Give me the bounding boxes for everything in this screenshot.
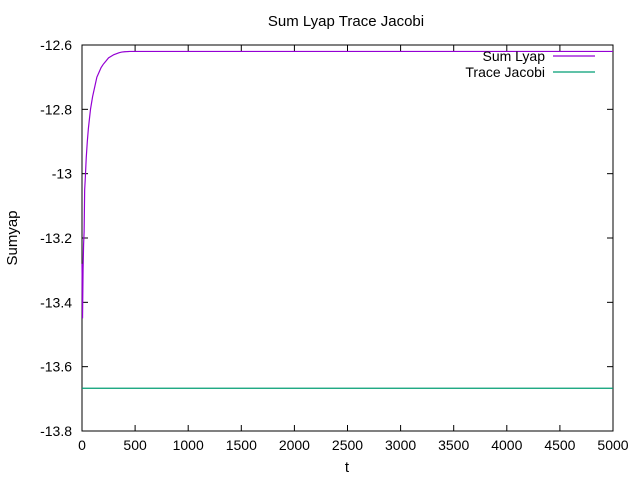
x-axis: 0 500 1000 1500 2000 2500 3000 3500 4000 4500 5000 — [78, 45, 629, 453]
y-tick-label: -12.6 — [40, 37, 72, 53]
x-tick-label: 4000 — [491, 437, 522, 453]
y-axis: -12.6 -12.8 -13 -13.2 -13.4 -13.6 -13.8 — [40, 37, 613, 439]
x-tick-label: 0 — [78, 437, 86, 453]
y-tick-label: -13.4 — [40, 294, 72, 310]
y-tick-label: -13.2 — [40, 230, 72, 246]
y-tick-label: -13 — [52, 166, 72, 182]
plot-frame — [81, 44, 614, 432]
x-tick-label: 4500 — [544, 437, 575, 453]
x-tick-label: 500 — [123, 437, 147, 453]
legend-label: Sum Lyap — [482, 48, 545, 64]
y-axis-label: Sumyap — [4, 210, 21, 265]
x-axis-label: t — [345, 459, 350, 476]
x-tick-label: 2500 — [332, 437, 363, 453]
series-layer — [81, 50, 613, 389]
x-tick-label: 1000 — [173, 437, 204, 453]
x-tick-label: 2000 — [279, 437, 310, 453]
legend-label: Trace Jacobi — [465, 64, 545, 80]
x-tick-label: 5000 — [597, 437, 628, 453]
chart-title: Sum Lyap Trace Jacobi — [268, 13, 424, 30]
series-line-1 — [81, 50, 613, 319]
x-tick-label: 1500 — [226, 437, 257, 453]
x-tick-label: 3500 — [438, 437, 469, 453]
y-tick-label: -13.8 — [40, 423, 72, 439]
y-tick-label: -12.8 — [40, 101, 72, 117]
x-tick-label: 3000 — [385, 437, 416, 453]
y-tick-label: -13.6 — [40, 359, 72, 375]
